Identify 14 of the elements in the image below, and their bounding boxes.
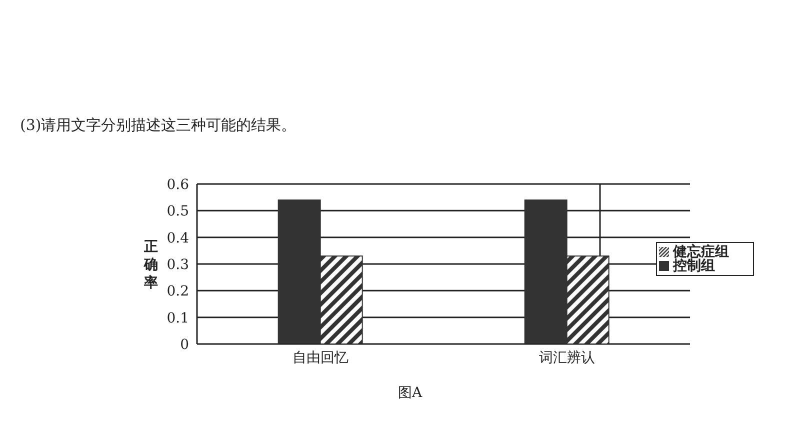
x-tick-label: 词汇辨认 (538, 350, 595, 366)
y-tick-label: 0.5 (166, 204, 189, 220)
y-tick-label: 0.2 (166, 284, 189, 300)
text: (3)请用文字分别描述这三种可能的结果。 (20, 116, 296, 135)
y-tick-label: 0.4 (166, 230, 190, 246)
legend-label: 控制组 (673, 258, 715, 274)
x-tick-label: 自由回忆 (292, 350, 348, 366)
y-tick-label: 0.6 (166, 176, 190, 193)
y-tick-label: 0 (180, 336, 189, 353)
text: 图A (396, 384, 424, 402)
y-axis-title: 正确率 (142, 238, 159, 292)
legend-label: 健忘症组 (673, 244, 729, 260)
y-tick-label: 0.1 (166, 310, 189, 326)
y-tick-label: 0.3 (166, 256, 189, 273)
